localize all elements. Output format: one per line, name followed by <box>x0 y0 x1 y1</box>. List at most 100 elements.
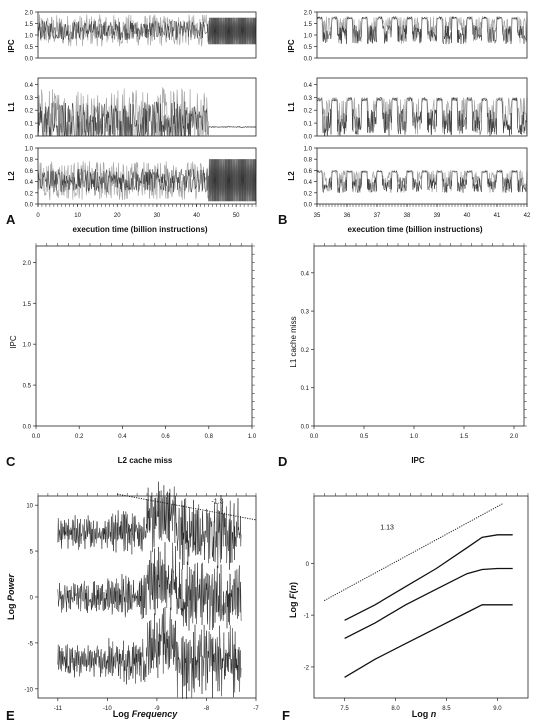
panel-b-ylabel-l1: L1 <box>287 102 296 112</box>
panel-f-curve-0 <box>344 534 513 621</box>
panel-e-spectrum-1 <box>57 542 242 631</box>
panel-b-xtick-label: 38 <box>404 213 411 219</box>
panel-c-ytick-label: 1.0 <box>23 343 32 349</box>
panel-a-ipc-axes: 0.0 0.5 1.0 1.5 2.0 <box>25 11 257 63</box>
panel-a-xtick-label: 50 <box>233 213 240 219</box>
panel-b-sub1-ytick-label: 0.1 <box>304 122 313 128</box>
panel-letter-e: E <box>6 708 15 723</box>
panel-c-xtick-label: 0.2 <box>75 434 84 440</box>
panel-a-sub1-ytick-label: 0.1 <box>25 122 34 128</box>
panel-d-ylabel: L1 cache miss <box>289 316 298 367</box>
panel-f-curve-1 <box>344 567 513 639</box>
panel-e: Log Power Log Frequency -1.3 -10 -5 0 5 10 -11… <box>6 481 259 719</box>
panel-a-sub0-ytick-label: 2.0 <box>25 11 34 17</box>
panel-d: L1 cache miss IPC 0.0 0.1 0.2 0.3 0.4 0.0 0.5 1… <box>289 243 527 465</box>
panel-a-ylabel-l2: L2 <box>7 171 16 181</box>
panel-e-spectrum-0 <box>57 481 242 570</box>
panel-a-sub0-ytick-label: 0.5 <box>25 45 34 51</box>
panel-c-frame <box>35 245 253 427</box>
panel-e-ytick-label: 5 <box>30 550 34 556</box>
panel-b-sub0-ytick-label: 0.5 <box>304 45 313 51</box>
panel-c: IPC L2 cache miss 0.0 0.5 1.0 1.5 2.0 0.0 0.2 0… <box>9 243 257 465</box>
panel-e-xtick-label: -7 <box>253 706 259 712</box>
panel-e-ytick-label: -5 <box>28 641 34 647</box>
panel-a-sub2-ytick-label: 0.2 <box>25 191 34 197</box>
panel-f-xtick-label: 8.5 <box>442 706 451 712</box>
panel-b-xtick-label: 37 <box>374 213 381 219</box>
panel-letter-a: A <box>6 212 16 227</box>
panel-b-xaxis: 35 36 37 38 39 40 41 42 <box>314 204 531 219</box>
panel-e-xlabel-log: Log <box>113 709 132 719</box>
panel-letter-b: B <box>278 212 287 227</box>
panel-f-xtick-label: 8.0 <box>391 706 400 712</box>
panel-f-reference-line <box>323 503 503 602</box>
panel-f-xlabel: Log n <box>412 709 437 719</box>
panel-b-ylabel-l2: L2 <box>287 171 296 181</box>
panel-f: Log F(n) Log n 1.13-2-107.5 8.0 8.5 9.0 <box>288 493 529 719</box>
panel-f-ylabel: Log F(n) <box>288 582 298 618</box>
panel-b-xtick-label: 36 <box>344 213 351 219</box>
panel-e-xtick-label: -8 <box>204 706 210 712</box>
panel-b-xtick-label: 42 <box>524 213 531 219</box>
panel-e-ytick-label: 0 <box>30 596 34 602</box>
panel-b-sub2-ytick-label: 0.4 <box>304 180 313 186</box>
panel-a-sub2-ytick-label: 0.8 <box>25 158 34 164</box>
panel-a-sub0-ytick-label: 0.0 <box>25 57 34 63</box>
panel-b-sub0-ytick-label: 1.5 <box>304 22 313 28</box>
panel-e-ytick-label: -10 <box>24 687 33 693</box>
panel-a-sub1-ytick-label: 0.3 <box>25 96 34 102</box>
panel-a-xtick-label: 20 <box>114 213 121 219</box>
panel-b-sub0-ytick-label: 2.0 <box>304 11 313 17</box>
panel-f-ytick-label: -1 <box>304 614 310 620</box>
panel-b-ylabel-ipc: IPC <box>287 39 296 53</box>
panel-c-xtick-label: 0.6 <box>161 434 170 440</box>
panel-b-l1-axes: 0.0 0.1 0.2 0.3 0.4 <box>304 77 528 141</box>
panel-a-sub1-ytick-label: 0.2 <box>25 109 34 115</box>
panel-f-xlabel-n: n <box>431 709 437 719</box>
panel-b-sub1-ytick-label: 0.0 <box>304 135 313 141</box>
panel-b-sub2-ytick-label: 0.6 <box>304 169 313 175</box>
panel-b-sub2-ytick-label: 0.2 <box>304 191 313 197</box>
panel-e-ylabel-log: Log <box>6 601 16 620</box>
panel-d-xtick-label: 1.0 <box>410 434 419 440</box>
panel-a-ylabel-l1: L1 <box>7 102 16 112</box>
panel-a-xtick-label: 30 <box>154 213 161 219</box>
panel-b-xtick-label: 39 <box>434 213 441 219</box>
panel-d-xtick-label: 1.5 <box>460 434 469 440</box>
panel-a-sub2-ytick-label: 0.0 <box>25 203 34 209</box>
panel-a-xlabel: execution time (billion instructions) <box>72 225 207 234</box>
panel-e-xlabel: Log Frequency <box>113 709 179 719</box>
panel-d-xtick-label: 0.0 <box>310 434 319 440</box>
panel-d-xlabel: IPC <box>411 456 425 465</box>
panel-a-sub1-ytick-label: 0.0 <box>25 135 34 141</box>
panel-b-sub1-ytick-label: 0.4 <box>304 83 313 89</box>
panel-b-sub0-ytick-label: 1.0 <box>304 34 313 40</box>
panel-c-xtick-label: 1.0 <box>248 434 257 440</box>
panel-f-ylabel-n: n <box>288 585 298 591</box>
panel-d-ytick-label: 0.0 <box>301 425 310 431</box>
panel-b-sub2-ytick-label: 1.0 <box>304 147 313 153</box>
panel-b-xlabel: execution time (billion instructions) <box>347 225 482 234</box>
panel-a: 0.00.51.01.52.0 0.00.10.20.30.4 0.00.20.… <box>7 11 257 234</box>
panel-d-ytick-label: 0.4 <box>301 271 310 277</box>
panel-a-l1-axes: 0.0 0.1 0.2 0.3 0.4 <box>25 77 257 141</box>
panel-f-xtick-label: 7.5 <box>340 706 349 712</box>
panel-c-xlabel: L2 cache miss <box>118 456 173 465</box>
panel-b-l2-axes: 0.0 0.2 0.4 0.6 0.8 1.0 <box>304 147 528 209</box>
panel-c-ytick-label: 0.0 <box>23 425 32 431</box>
panel-d-frame <box>313 245 525 427</box>
panel-f-xlabel-log: Log <box>412 709 431 719</box>
panel-d-ytick-label: 0.2 <box>301 348 310 354</box>
panel-f-ylabel-f: F <box>288 593 298 599</box>
panel-f-ytick-label: -2 <box>304 665 310 671</box>
panel-letter-f: F <box>282 708 290 723</box>
panel-d-ytick-label: 0.3 <box>301 310 310 316</box>
panel-f-reference-label: 1.13 <box>380 525 394 532</box>
panel-b-ipc-axes: 0.0 0.5 1.0 1.5 2.0 <box>304 11 528 63</box>
panel-b-xtick-label: 41 <box>494 213 501 219</box>
panel-b-sub1-ytick-label: 0.3 <box>304 96 313 102</box>
panel-c-ytick-label: 2.0 <box>23 261 32 267</box>
panel-a-sub0-ytick-label: 1.0 <box>25 34 34 40</box>
panel-a-sub2-ytick-label: 0.6 <box>25 169 34 175</box>
